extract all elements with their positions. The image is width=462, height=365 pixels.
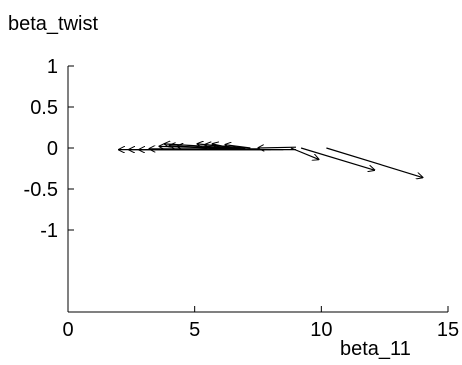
x-tick-label: 10 [310, 319, 332, 341]
y-tick-label: -1 [40, 220, 58, 242]
y-tick-label: 1 [47, 56, 58, 78]
quiver-arrow [300, 147, 374, 170]
quiver-arrow [258, 147, 297, 148]
y-tick-label: -0.5 [24, 179, 58, 201]
x-axis-label: beta_11 [340, 338, 411, 360]
quiver-arrow [169, 146, 208, 148]
y-tick-label: 0 [47, 138, 58, 160]
x-tick-label: 15 [437, 319, 459, 341]
y-tick-label: 0.5 [30, 97, 58, 119]
quiver-arrow [326, 147, 422, 178]
x-tick-label: 0 [62, 319, 73, 341]
quiver-arrow [212, 144, 228, 147]
quiver-arrow [225, 145, 251, 148]
arrows-layer [119, 144, 423, 178]
y-axis-label: beta_twist [8, 13, 98, 35]
ticks-layer: 0 5 10 15 1 0.5 0 -0.5 -1 [24, 56, 460, 341]
x-tick-label: 5 [189, 319, 200, 341]
